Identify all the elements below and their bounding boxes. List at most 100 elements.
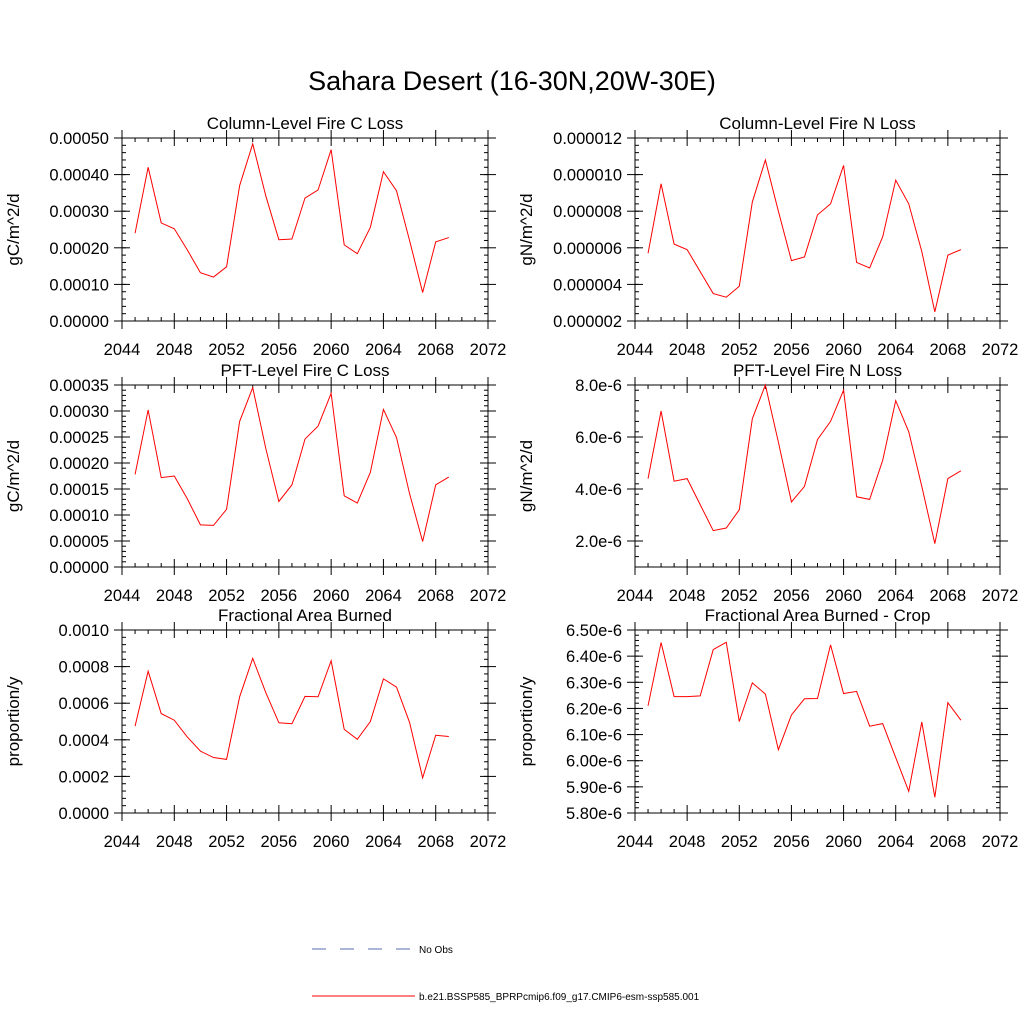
x-tick-label: 2060	[825, 833, 862, 851]
x-tick-label: 2048	[669, 833, 706, 851]
y-tick-label: 0.0008	[59, 659, 109, 677]
x-tick-label: 2052	[208, 341, 245, 359]
x-tick-label: 2052	[208, 833, 245, 851]
y-tick-label: 6.0e-6	[575, 429, 622, 447]
panel-title: Column-Level Fire C Loss	[207, 114, 404, 133]
x-tick-label: 2060	[313, 587, 350, 605]
y-tick-label: 0.0004	[59, 732, 109, 750]
y-tick-label: 0.000002	[553, 313, 622, 331]
x-tick-label: 2072	[982, 341, 1019, 359]
chart-panel-1: 2044 2048 2052 2056 2060 2064 2068 2072 0.00000 0…	[4, 114, 506, 359]
x-tick-label: 2072	[982, 587, 1019, 605]
x-tick-label: 2068	[929, 341, 966, 359]
x-tick-label: 2064	[365, 587, 402, 605]
chart-panel-4: 2044 2048 2052 2056 2060 2064 2068 2072 2.0e-6 4.…	[517, 361, 1018, 605]
x-tick-label: 2072	[470, 833, 507, 851]
y-tick-label: 8.0e-6	[575, 377, 622, 395]
y-tick-label: 0.000004	[553, 276, 622, 294]
x-tick-label: 2044	[104, 341, 141, 359]
y-axis-label: proportion/y	[517, 676, 536, 766]
y-tick-label: 2.0e-6	[575, 533, 622, 551]
x-tick-label: 2064	[365, 833, 402, 851]
y-tick-label: 0.00050	[49, 130, 109, 148]
x-tick-label: 2064	[877, 587, 914, 605]
x-tick-label: 2064	[877, 341, 914, 359]
x-tick-label: 2056	[773, 833, 810, 851]
x-tick-label: 2056	[773, 341, 810, 359]
y-tick-label: 0.0000	[59, 805, 109, 823]
y-tick-label: 5.80e-6	[566, 805, 622, 823]
x-tick-label: 2060	[825, 587, 862, 605]
panel-title: PFT-Level Fire N Loss	[733, 361, 902, 380]
plot-frame	[121, 629, 489, 814]
x-tick-label: 2060	[313, 341, 350, 359]
y-tick-label: 6.20e-6	[566, 700, 622, 718]
x-tick-label: 2048	[669, 587, 706, 605]
y-tick-label: 0.00035	[49, 377, 109, 395]
x-tick-label: 2064	[365, 341, 402, 359]
x-tick-label: 2068	[417, 833, 454, 851]
y-tick-label: 0.000010	[553, 167, 622, 185]
y-tick-label: 0.000008	[553, 203, 622, 221]
series-line-1	[134, 385, 450, 542]
y-tick-label: 0.00040	[49, 167, 109, 185]
plot-frame	[121, 384, 489, 568]
panel-title: Column-Level Fire N Loss	[719, 114, 916, 133]
x-tick-label: 2056	[260, 341, 297, 359]
y-tick-label: 6.30e-6	[566, 674, 622, 692]
y-tick-label: 0.00020	[49, 455, 109, 473]
x-tick-label: 2052	[721, 587, 758, 605]
y-axis-label: proportion/y	[4, 676, 23, 766]
x-tick-label: 2044	[104, 833, 141, 851]
panel-title: Fractional Area Burned	[218, 606, 392, 625]
y-tick-label: 0.00005	[49, 533, 109, 551]
y-tick-label: 0.000012	[553, 130, 622, 148]
x-tick-label: 2068	[929, 833, 966, 851]
chart-panel-5: 2044 2048 2052 2056 2060 2064 2068 2072 0.0000 0.…	[4, 606, 506, 851]
x-tick-label: 2048	[156, 587, 193, 605]
x-tick-label: 2052	[208, 587, 245, 605]
x-tick-label: 2048	[669, 341, 706, 359]
x-tick-label: 2060	[825, 341, 862, 359]
series-line-1	[647, 383, 962, 544]
y-tick-label: 0.00020	[49, 240, 109, 258]
x-tick-label: 2068	[929, 587, 966, 605]
series-line-1	[134, 656, 449, 780]
x-tick-label: 2052	[721, 833, 758, 851]
x-tick-label: 2044	[617, 833, 654, 851]
y-tick-label: 5.90e-6	[566, 779, 622, 797]
chart-panel-6: 2044 2048 2052 2056 2060 2064 2068 2072 5.80e-6 5…	[517, 606, 1018, 851]
y-tick-label: 0.0010	[59, 622, 109, 640]
y-axis-label: gC/m^2/d	[4, 193, 23, 265]
y-tick-label: 0.00015	[49, 481, 109, 499]
x-tick-label: 2072	[982, 833, 1019, 851]
x-tick-label: 2044	[617, 587, 654, 605]
x-tick-label: 2048	[156, 833, 193, 851]
y-tick-label: 0.0002	[59, 768, 109, 786]
y-tick-label: 4.0e-6	[575, 481, 622, 499]
chart-panel-2: 2044 2048 2052 2056 2060 2064 2068 2072 0.000002…	[517, 114, 1018, 359]
y-tick-label: 6.00e-6	[566, 753, 622, 771]
x-tick-label: 2044	[617, 341, 654, 359]
series-line-1	[647, 158, 962, 312]
y-tick-label: 6.40e-6	[566, 648, 622, 666]
y-tick-label: 0.000006	[553, 240, 622, 258]
y-tick-label: 0.00000	[49, 313, 109, 331]
y-axis-label: gC/m^2/d	[4, 440, 23, 512]
y-tick-label: 0.0006	[59, 695, 109, 713]
x-tick-label: 2056	[260, 587, 297, 605]
x-tick-label: 2072	[470, 341, 507, 359]
panel-title: Fractional Area Burned - Crop	[705, 606, 931, 625]
figure-title: Sahara Desert (16-30N,20W-30E)	[308, 66, 716, 96]
x-tick-label: 2068	[417, 587, 454, 605]
y-tick-label: 0.00025	[49, 429, 109, 447]
y-axis-label: gN/m^2/d	[517, 193, 536, 265]
series-line-1	[647, 641, 962, 798]
x-tick-label: 2072	[470, 587, 507, 605]
x-tick-label: 2044	[104, 587, 141, 605]
x-tick-label: 2052	[721, 341, 758, 359]
y-tick-label: 6.50e-6	[566, 622, 622, 640]
chart-panel-3: 2044 2048 2052 2056 2060 2064 2068 2072 0.00000 0…	[4, 361, 506, 605]
x-tick-label: 2064	[877, 833, 914, 851]
